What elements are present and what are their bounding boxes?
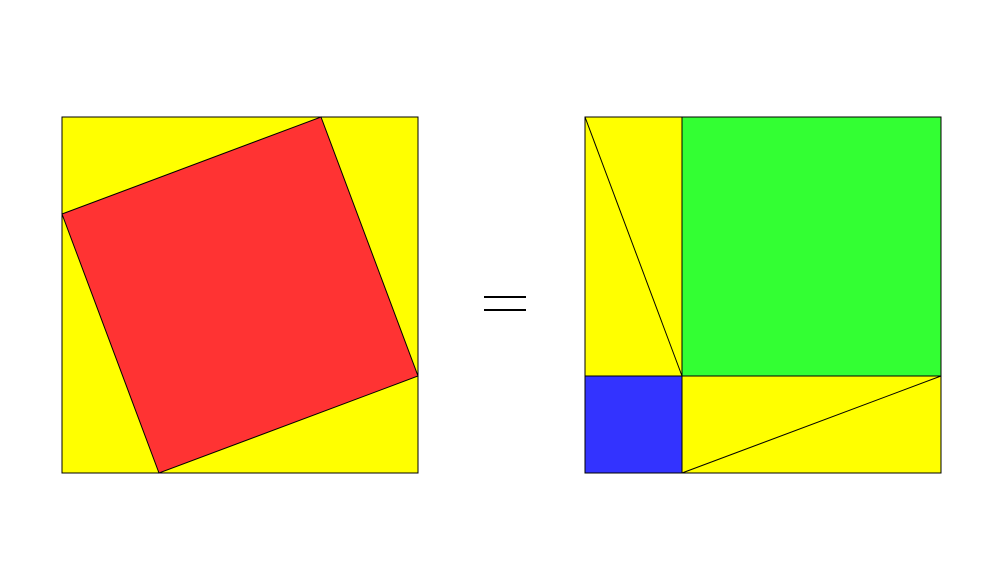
long-leg-square: [682, 117, 941, 376]
upper-triangle-diagonal: [584, 116, 683, 377]
right-outer-outline: [584, 116, 942, 474]
right-square-figure: [584, 116, 942, 474]
equals-icon: [484, 296, 526, 311]
left-square-figure: [61, 116, 419, 474]
lower-triangle-diagonal: [681, 375, 942, 474]
hypotenuse-square: [61, 116, 419, 474]
short-leg-square: [585, 376, 682, 473]
